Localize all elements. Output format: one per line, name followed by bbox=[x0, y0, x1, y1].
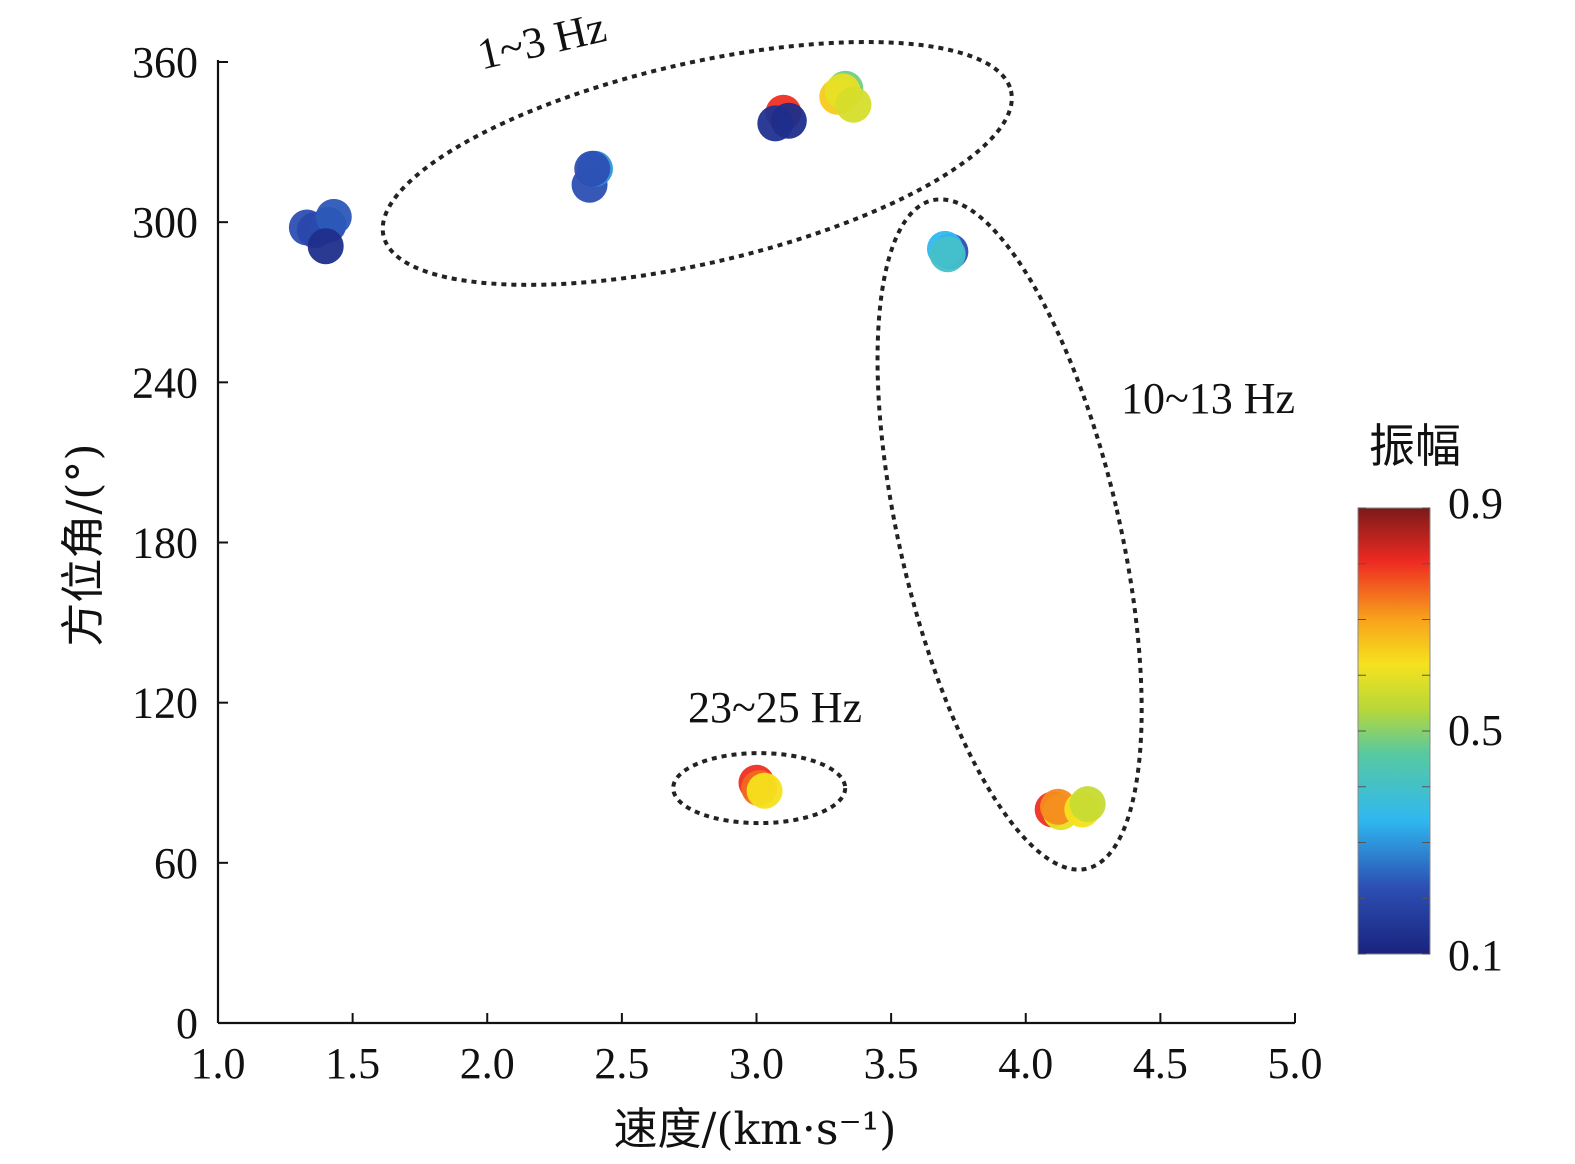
colorbar-title: 振幅 bbox=[1369, 419, 1461, 473]
y-tick-label: 120 bbox=[132, 679, 198, 728]
data-point bbox=[929, 236, 966, 273]
data-point bbox=[770, 102, 807, 139]
data-point bbox=[574, 150, 611, 187]
group-label-10-13hz: 10~13 Hz bbox=[1121, 374, 1295, 423]
colorbar-label-max: 0.9 bbox=[1448, 479, 1503, 528]
data-point bbox=[315, 198, 352, 235]
x-tick-label: 1.5 bbox=[325, 1039, 380, 1088]
y-tick-label: 360 bbox=[132, 38, 198, 87]
x-tick-label: 5.0 bbox=[1268, 1039, 1323, 1088]
x-tick-label: 1.0 bbox=[191, 1039, 246, 1088]
y-tick-label: 0 bbox=[176, 999, 198, 1048]
y-axis-title: 方位角/(°) bbox=[58, 443, 109, 646]
group-ellipse bbox=[875, 197, 1144, 872]
x-axis-title: 速度/(km·s⁻¹) bbox=[614, 1104, 897, 1155]
colorbar-gradient bbox=[1357, 507, 1431, 955]
x-tick-label: 3.0 bbox=[729, 1039, 784, 1088]
group-label-23-25hz: 23~25 Hz bbox=[688, 683, 862, 732]
y-tick-label: 240 bbox=[132, 358, 198, 407]
y-tick-label: 300 bbox=[132, 198, 198, 247]
data-point bbox=[307, 228, 344, 265]
data-point bbox=[835, 86, 872, 123]
colorbar: 振幅 0.9 0.5 0.1 bbox=[1357, 419, 1503, 980]
data-point bbox=[1069, 786, 1106, 823]
group-ellipses bbox=[380, 40, 1144, 872]
y-tick-label: 60 bbox=[154, 839, 198, 888]
group-ellipse bbox=[671, 751, 848, 826]
group-ellipse bbox=[380, 40, 1014, 287]
colorbar-label-min: 0.1 bbox=[1448, 931, 1503, 980]
x-tick-label: 4.5 bbox=[1133, 1039, 1188, 1088]
x-tick-label: 2.5 bbox=[594, 1039, 649, 1088]
x-tick-label: 2.0 bbox=[460, 1039, 515, 1088]
data-point bbox=[746, 772, 783, 809]
x-tick-label: 4.0 bbox=[998, 1039, 1053, 1088]
y-tick-label: 180 bbox=[132, 519, 198, 568]
group-label-1-3hz: 1~3 Hz bbox=[473, 2, 611, 79]
x-tick-label: 3.5 bbox=[864, 1039, 919, 1088]
axes: 1.0 1.5 2.0 2.5 3.0 3.5 4.0 4.5 5.0 0 60 120 180 240 3… bbox=[132, 38, 1323, 1088]
data-points bbox=[288, 70, 1106, 831]
colorbar-ticks bbox=[1358, 507, 1430, 955]
colorbar-label-mid: 0.5 bbox=[1448, 706, 1503, 755]
